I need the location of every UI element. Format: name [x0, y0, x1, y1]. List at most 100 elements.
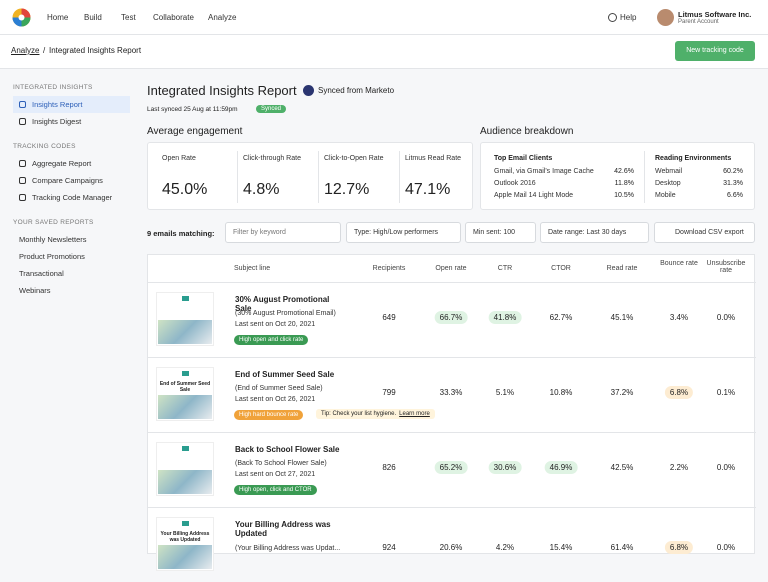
min-sent-filter[interactable]: Min sent: 100 — [465, 222, 536, 243]
metric-cell: 10.8% — [549, 388, 573, 397]
search-input[interactable]: Filter by keyword — [225, 222, 341, 243]
metric-cell: 0.0% — [716, 313, 736, 322]
sidebar: INTEGRATED INSIGHTS Insights Report Insigh… — [0, 69, 140, 546]
table-row[interactable]: End of Summer Seed Sale End of Summer See… — [148, 357, 756, 432]
nav-link[interactable]: Build — [84, 13, 102, 22]
metric-value: 4.8% — [243, 181, 280, 198]
subject: Back to School Flower Sale — [235, 445, 340, 454]
date-filter[interactable]: Date range: Last 30 days — [540, 222, 649, 243]
match-count: 9 emails matching: — [147, 229, 215, 238]
metric-label: Click-through Rate — [243, 155, 301, 162]
last-sent: Last sent on Oct 20, 2021 — [235, 321, 316, 328]
report-title: Integrated Insights Report — [147, 83, 297, 98]
table-row[interactable]: Back to School Flower Sale (Back To Schoo… — [148, 432, 756, 507]
performance-tag: High open and click rate — [234, 335, 309, 345]
subject: Your Billing Address was Updated — [235, 520, 331, 538]
nav-link[interactable]: Collaborate — [153, 13, 194, 22]
metric-label: Click-to-Open Rate — [324, 155, 384, 162]
sidebar-link[interactable]: Aggregate Report — [13, 155, 130, 172]
email-name: (Back To School Flower Sale) — [235, 460, 327, 467]
nav-link[interactable]: Analyze — [208, 13, 237, 22]
metric-cell: 15.4% — [549, 543, 573, 552]
column-header[interactable]: Read rate — [606, 265, 638, 272]
sidebar-link[interactable]: Tracking Code Manager — [13, 189, 130, 206]
sidebar-heading: INTEGRATED INSIGHTS — [13, 84, 93, 91]
sidebar-link[interactable]: Insights Report — [13, 96, 130, 113]
new-tracking-button[interactable]: New tracking code — [675, 41, 755, 61]
breadcrumb-link[interactable]: Analyze — [11, 46, 40, 55]
column-header[interactable]: Unsubscribe rate — [706, 260, 746, 274]
sidebar-link[interactable]: Webinars — [19, 286, 51, 295]
divider — [644, 151, 645, 203]
thumb-image — [158, 395, 212, 419]
client-share: 10.5% — [614, 192, 634, 199]
metric-cell: 33.3% — [439, 388, 463, 397]
thumb-image — [158, 320, 212, 344]
tip-text: Tip: Check your list hygiene. — [321, 411, 397, 417]
type-filter[interactable]: Type: High/Low performers — [346, 222, 461, 243]
client-name: Desktop — [655, 180, 681, 187]
client-share: 60.2% — [723, 168, 743, 175]
account-name[interactable]: Litmus Software Inc. — [678, 10, 752, 19]
group-heading: Top Email Clients — [494, 155, 553, 162]
metric-cell: 5.1% — [495, 388, 515, 397]
synced-badge: Synced — [256, 105, 287, 113]
nav-link[interactable]: Test — [121, 13, 136, 22]
thumb-logo — [182, 371, 189, 376]
divider — [399, 151, 400, 203]
sidebar-link[interactable]: Insights Digest — [13, 113, 130, 130]
column-header[interactable]: Bounce rate — [660, 260, 698, 267]
metric-value: 45.0% — [162, 181, 208, 198]
thumbnail — [156, 292, 214, 346]
thumb-image — [158, 545, 212, 569]
metric-cell: 6.8% — [664, 386, 694, 399]
column-header[interactable]: CTOR — [551, 265, 571, 272]
column-header[interactable]: Subject line — [234, 265, 271, 272]
table-row[interactable]: Your Billing Address was Updated Your Bil… — [148, 507, 756, 582]
breadcrumb-sep: / — [43, 46, 46, 55]
breadcrumb-bar: Analyze / Integrated Insights Report New… — [0, 35, 768, 69]
avatar — [657, 9, 674, 26]
metric-cell: 20.6% — [439, 543, 463, 552]
sidebar-link[interactable]: Monthly Newsletters — [19, 235, 87, 244]
last-synced: Last synced 25 Aug at 11:59pm — [147, 106, 238, 113]
last-sent: Last sent on Oct 27, 2021 — [235, 471, 316, 478]
metric-cell: 66.7% — [434, 311, 468, 324]
client-share: 31.3% — [723, 180, 743, 187]
subject: 30% August Promotional Sale — [235, 295, 330, 313]
sidebar-link[interactable]: Product Promotions — [19, 252, 85, 261]
sidebar-link[interactable]: Compare Campaigns — [13, 172, 130, 189]
sidebar-link[interactable]: Transactional — [19, 269, 64, 278]
help-link[interactable]: Help — [620, 13, 637, 22]
thumbnail — [156, 442, 214, 496]
metric-value: 12.7% — [324, 181, 370, 198]
metric-cell: 62.7% — [549, 313, 573, 322]
metric-cell: 45.1% — [610, 313, 634, 322]
column-header[interactable]: Recipients — [372, 265, 406, 272]
sidebar-icon — [19, 160, 26, 167]
metric-cell: 46.9% — [544, 461, 578, 474]
emails-table: Subject line Recipients Open rate CTR CTOR Re… — [147, 254, 756, 571]
table-row[interactable]: 30% August Promotional Sale (30% August P… — [148, 282, 756, 357]
tip-link[interactable]: Learn more — [399, 411, 430, 417]
column-header[interactable]: Open rate — [435, 265, 467, 272]
sidebar-icon — [19, 118, 26, 125]
thumbnail: Your Billing Address was Updated — [156, 517, 214, 571]
metric-cell: 2.2% — [669, 463, 689, 472]
sync-source: Synced from Marketo — [318, 86, 395, 95]
audience-card: Top Email Clients Gmail, via Gmail's Imag… — [480, 142, 755, 210]
performance-tag: High hard bounce rate — [234, 410, 304, 420]
nav-link[interactable]: Home — [47, 13, 69, 22]
client-name: Apple Mail 14 Light Mode — [494, 192, 573, 199]
email-name: (Your Billing Address was Updat... — [235, 545, 341, 552]
column-header[interactable]: CTR — [497, 265, 513, 272]
performance-tag: High open, click and CTOR — [234, 485, 317, 495]
section-title: Average engagement — [147, 126, 243, 137]
top-nav: Home Build Test Collaborate Analyze Help… — [0, 0, 768, 35]
thumb-logo — [182, 446, 189, 451]
email-name: (30% August Promotional Email) — [235, 310, 336, 317]
client-name: Webmail — [655, 168, 683, 175]
subject: End of Summer Seed Sale — [235, 370, 335, 379]
download-button[interactable]: Download CSV export — [654, 222, 755, 243]
